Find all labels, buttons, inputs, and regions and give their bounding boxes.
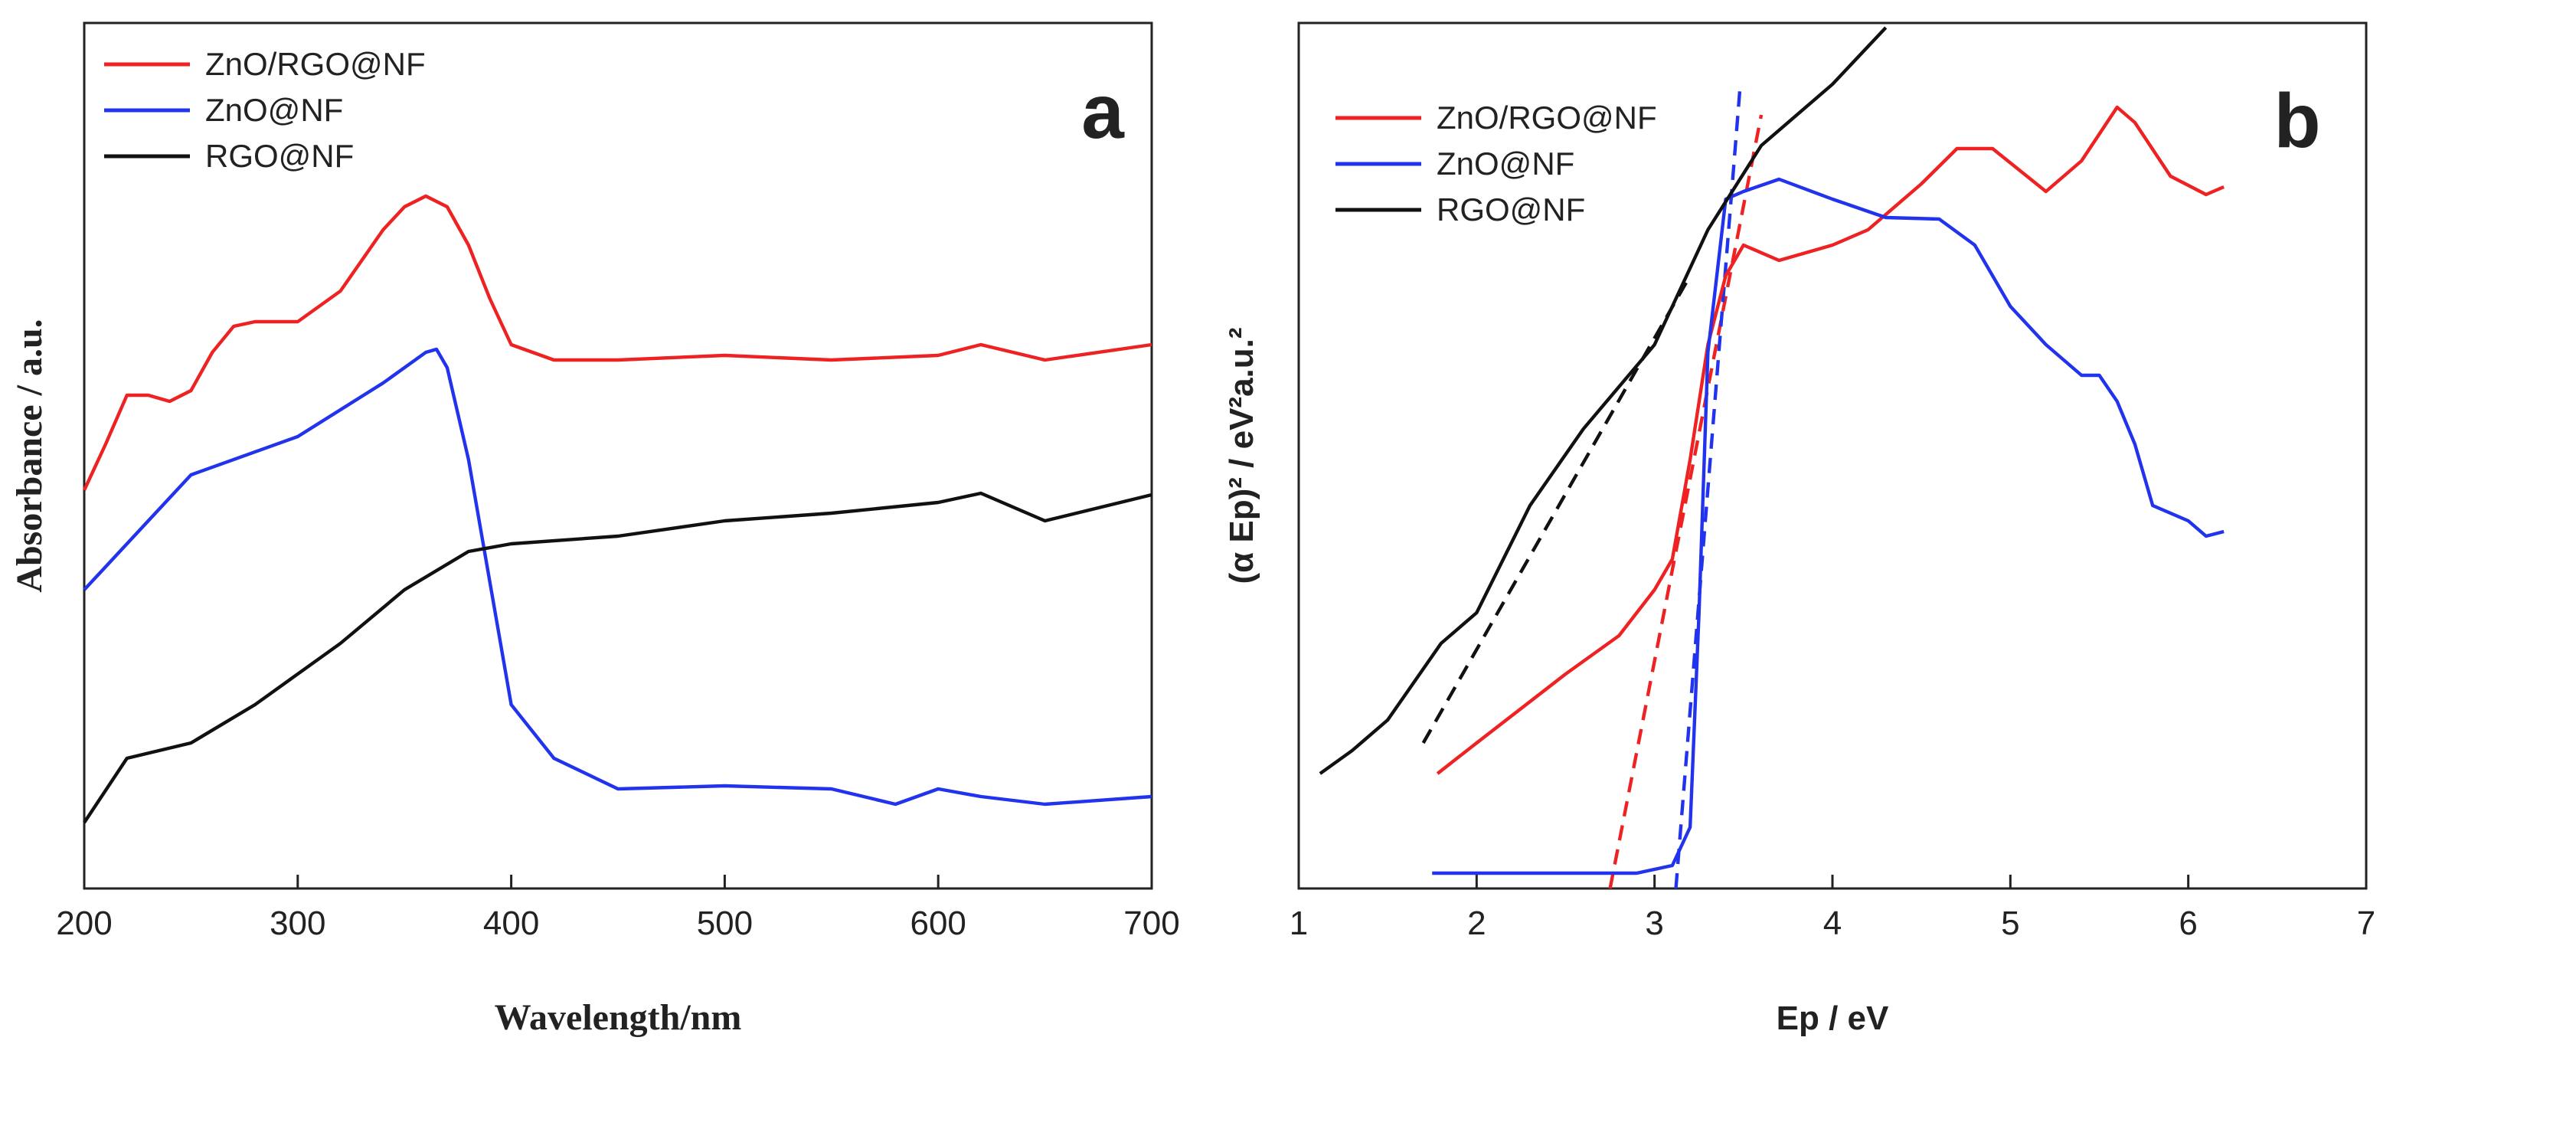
x-tick-label: 300 — [270, 905, 325, 942]
legend-label: ZnO@NF — [205, 92, 343, 128]
series-line — [1432, 177, 2225, 875]
legend-label: RGO@NF — [205, 138, 354, 174]
x-tick-label: 4 — [1823, 905, 1842, 942]
x-tick-label: 2 — [1467, 905, 1486, 942]
plot-frame — [83, 21, 1153, 890]
panel-label: a — [1081, 69, 1125, 155]
series-line — [83, 194, 1152, 491]
legend-label: ZnO@NF — [1437, 146, 1574, 182]
x-tick-label: 400 — [483, 905, 539, 942]
x-tick-label: 3 — [1645, 905, 1663, 942]
x-tick-label: 7 — [2357, 905, 2375, 942]
x-tick-label: 600 — [910, 905, 966, 942]
panel-label: b — [2274, 78, 2320, 164]
x-tick-label: 5 — [2001, 905, 2019, 942]
legend-label: ZnO/RGO@NF — [1437, 100, 1657, 136]
fit-line — [1674, 88, 1742, 889]
x-tick-label: 1 — [1290, 905, 1308, 942]
series-line — [83, 491, 1152, 824]
x-tick-label: 200 — [56, 905, 112, 942]
series-line — [83, 347, 1152, 807]
x-axis-title: Wavelength/nm — [495, 997, 742, 1038]
y-axis-title: (α Ep)² / eV²a.u.² — [1223, 327, 1260, 584]
x-tick-label: 500 — [697, 905, 753, 942]
x-tick-label: 700 — [1123, 905, 1179, 942]
series-line — [1319, 26, 1888, 775]
x-axis-title: Ep / eV — [1777, 1000, 1889, 1037]
y-axis-title: Absorbance / a.u. — [9, 319, 50, 592]
legend-label: RGO@NF — [1437, 191, 1585, 227]
fit-line — [1421, 274, 1692, 744]
series-line — [1436, 105, 2225, 775]
x-tick-label: 6 — [2179, 905, 2197, 942]
legend-label: ZnO/RGO@NF — [205, 46, 426, 82]
fit-line — [1608, 114, 1764, 889]
